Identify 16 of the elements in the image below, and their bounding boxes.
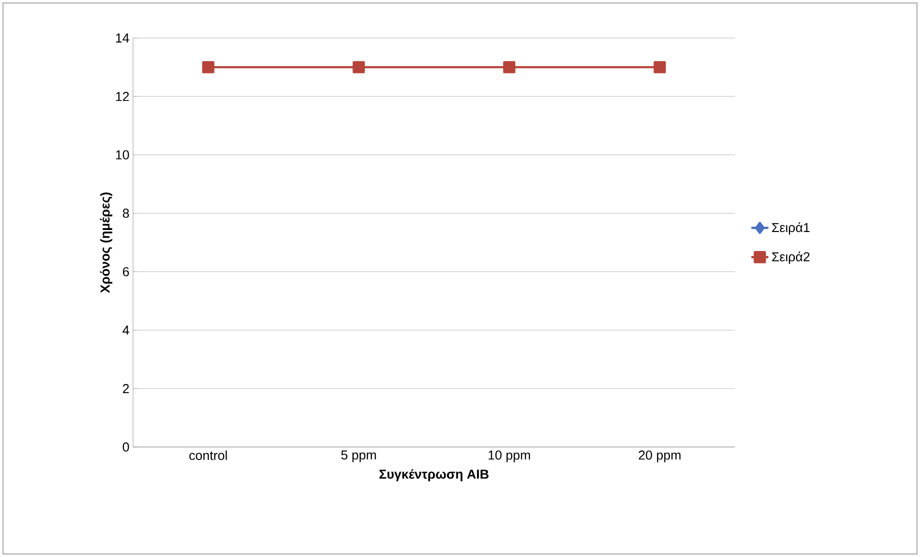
y-tick-label: 2 xyxy=(122,384,129,394)
y-tick-label: 12 xyxy=(116,92,129,101)
y-axis-title: Χρόνος (ημέρες) xyxy=(100,192,112,293)
y-tick-label: 4 xyxy=(122,326,130,335)
y-tick-label: 14 xyxy=(116,34,130,42)
x-axis-title: Συγκέντρωση AIB xyxy=(379,469,489,482)
x-tick-label: control xyxy=(189,450,227,460)
x-tick-label: 5 ppm xyxy=(341,450,376,462)
y-tick-label: 0 xyxy=(122,442,129,452)
x-tick-label: 20 ppm xyxy=(638,450,680,462)
y-tick-label: 6 xyxy=(122,267,129,276)
y-tick-label: 10 xyxy=(116,150,129,160)
x-tick-label: 10 ppm xyxy=(488,450,530,462)
legend-label: Σειρά1 xyxy=(772,222,810,235)
y-tick-label: 8 xyxy=(122,208,129,218)
legend-label: Σειρά2 xyxy=(772,251,810,264)
